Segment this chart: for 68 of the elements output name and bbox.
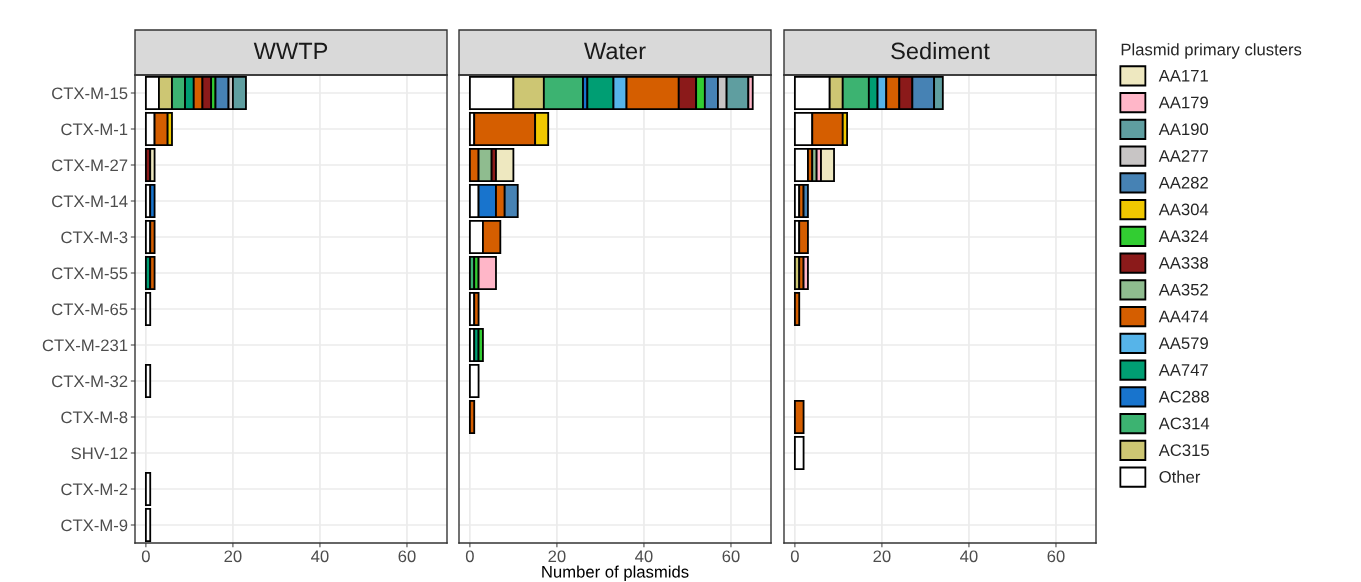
bar	[468, 363, 480, 399]
legend-label: AA282	[1158, 176, 1208, 189]
y-tick-label: CTX-M-15	[52, 87, 128, 100]
x-tick-label: 40	[311, 550, 329, 563]
bar	[149, 255, 156, 291]
bar	[232, 75, 247, 111]
x-tick-label: 60	[722, 550, 740, 563]
legend-label: AC288	[1158, 390, 1209, 403]
y-tick-label: CTX-M-8	[61, 411, 128, 424]
chart-title: WWTP	[253, 42, 328, 60]
x-tick-label: 0	[790, 550, 799, 563]
bar	[144, 471, 152, 507]
legend-label: AA338	[1158, 257, 1209, 269]
y-tick-label: CTX-M-32	[52, 375, 128, 388]
x-tick-label: 20	[224, 550, 242, 563]
legend-label: AC314	[1158, 417, 1210, 430]
x-tick-label: 20	[873, 550, 891, 563]
legend-label: AA747	[1158, 364, 1208, 376]
bar	[468, 399, 476, 435]
legend-label: AA190	[1158, 123, 1209, 136]
bar	[802, 255, 809, 291]
bar	[798, 219, 809, 255]
legend-label: AA304	[1158, 203, 1209, 216]
legend-label: AA324	[1158, 230, 1209, 243]
bar	[144, 291, 152, 327]
y-tick-label: CTX-M-14	[52, 195, 128, 208]
bar	[144, 363, 152, 399]
y-tick-label: CTX-M-1	[61, 123, 128, 136]
legend-label: AA579	[1158, 337, 1208, 350]
y-tick-label: CTX-M-27	[52, 159, 128, 172]
bar	[144, 507, 152, 543]
bar	[149, 219, 156, 255]
legend-label: AA171	[1158, 69, 1208, 82]
y-tick-label: CTX-M-3	[61, 231, 128, 244]
bar	[793, 435, 805, 471]
bar	[477, 255, 497, 291]
chart-title: Water	[584, 42, 646, 60]
bar	[793, 399, 805, 435]
y-tick-label: CTX-M-65	[52, 303, 128, 316]
x-tick-label: 0	[465, 550, 474, 563]
bar	[495, 147, 515, 183]
x-tick-label: 20	[548, 550, 566, 563]
x-tick-label: 40	[635, 550, 653, 563]
legend-title: Plasmid primary clusters	[1121, 43, 1302, 59]
chart-title: Sediment	[891, 42, 990, 60]
x-tick-label: 60	[1047, 550, 1065, 563]
y-tick-label: CTX-M-231	[42, 339, 128, 352]
legend-label: AA179	[1158, 96, 1208, 109]
x-tick-label: 0	[141, 550, 150, 563]
bar	[149, 147, 156, 183]
y-tick-label: CTX-M-55	[52, 267, 128, 280]
y-tick-label: SHV-12	[71, 447, 128, 460]
x-tick-label: 40	[960, 550, 978, 563]
bar	[820, 147, 835, 183]
legend-label: AA352	[1158, 283, 1208, 296]
bar	[473, 291, 480, 327]
bar	[149, 183, 156, 219]
bar	[793, 291, 801, 327]
legend-label: AA277	[1158, 150, 1208, 162]
legend-label: AA474	[1158, 310, 1209, 323]
x-tick-label: 60	[398, 550, 416, 563]
y-tick-label: CTX-M-9	[61, 519, 128, 532]
bar	[802, 183, 809, 219]
legend-label: Other	[1159, 470, 1201, 483]
y-tick-label: CTX-M-2	[61, 483, 128, 496]
x-axis-title: Number of plasmids	[542, 565, 689, 582]
legend-label: AC315	[1158, 444, 1209, 457]
bar	[477, 327, 484, 363]
